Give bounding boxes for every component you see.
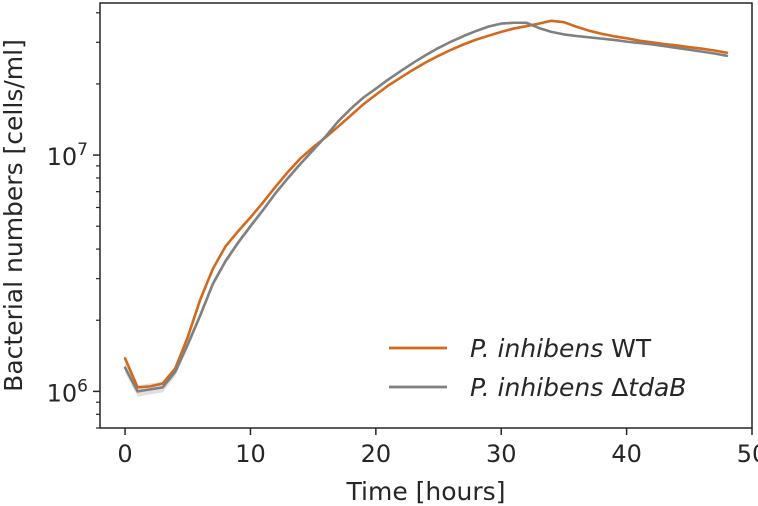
x-tick-label: 20	[361, 440, 392, 468]
y-tick-label: 106	[47, 376, 88, 407]
series-1-line	[123, 21, 729, 393]
x-tick-label: 10	[235, 440, 266, 468]
legend-label-0: P. inhibens WT	[470, 334, 652, 363]
legend-label-1: P. inhibens ΔtdaB	[470, 373, 686, 402]
x-tick-label: 40	[611, 440, 642, 468]
plot-frame	[99, 2, 753, 429]
legend: P. inhibens WT P. inhibens ΔtdaB	[389, 334, 686, 402]
x-tick-label: 30	[486, 440, 517, 468]
y-tick-label: 107	[47, 140, 88, 171]
y-axis-label: Bacterial numbers [cells/ml]	[0, 39, 28, 392]
x-tick-label: 50	[737, 440, 758, 468]
x-tick-label: 0	[117, 440, 132, 468]
series-0-line	[123, 19, 729, 389]
x-axis-label: Time [hours]	[346, 477, 506, 506]
